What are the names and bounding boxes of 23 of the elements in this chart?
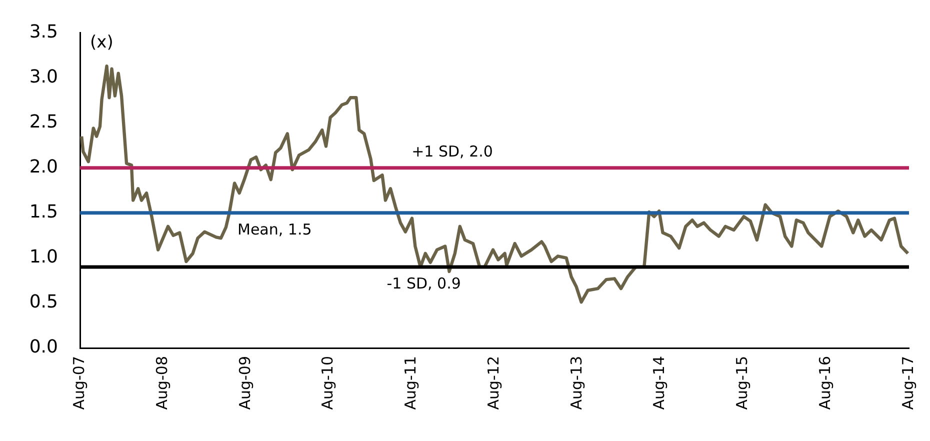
y-tick-label: 1.0	[29, 246, 58, 268]
y-tick-label: 0.0	[29, 336, 58, 358]
ref-line-label: +1 SD, 2.0	[412, 142, 493, 160]
x-tick-label: Aug-12	[484, 356, 503, 410]
x-tick-label: Aug-16	[816, 356, 834, 410]
x-tick-label: Aug-11	[401, 356, 420, 410]
y-tick-label: 2.0	[29, 156, 58, 178]
y-axis-title: (x)	[90, 32, 114, 53]
x-tick-label: Aug-09	[236, 356, 254, 410]
x-tick-label: Aug-10	[318, 356, 337, 410]
y-tick-label: 0.5	[29, 292, 58, 313]
ref-line-label: -1 SD, 0.9	[386, 274, 461, 292]
x-tick-label: Aug-07	[70, 356, 88, 410]
x-tick-label: Aug-08	[152, 356, 171, 410]
x-tick-label: Aug-15	[733, 356, 751, 410]
x-tick-label: Aug-14	[650, 356, 668, 410]
y-tick-label: 2.5	[29, 112, 58, 133]
y-tick-label: 1.5	[29, 202, 58, 223]
y-tick-label: 3.0	[29, 66, 58, 88]
x-tick-label: Aug-17	[898, 356, 917, 410]
y-tick-label: 3.5	[29, 21, 58, 42]
x-tick-label: Aug-13	[567, 356, 586, 410]
ref-line-label: Mean, 1.5	[238, 220, 312, 238]
